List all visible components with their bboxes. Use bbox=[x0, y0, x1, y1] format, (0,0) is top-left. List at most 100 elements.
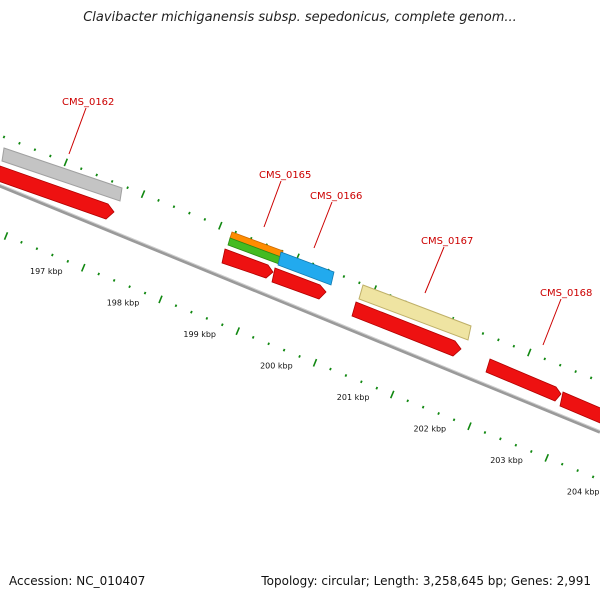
scale-label: 199 kbp bbox=[183, 330, 216, 339]
upper-track-minor-tick bbox=[188, 211, 191, 215]
feature-gray[interactable] bbox=[1, 147, 123, 202]
cds-arrow-6[interactable] bbox=[559, 391, 600, 425]
lower-track-minor-tick bbox=[483, 431, 487, 434]
lower-track-major-tick bbox=[467, 422, 472, 431]
scale-label: 204 kbp bbox=[567, 488, 600, 497]
lower-track-minor-tick bbox=[514, 443, 518, 447]
cds-arrow-4[interactable] bbox=[351, 301, 462, 357]
scale-label: 201 kbp bbox=[337, 393, 370, 402]
lower-track-major-tick bbox=[80, 263, 86, 272]
lower-track-minor-tick bbox=[344, 374, 348, 377]
upper-track-minor-tick bbox=[33, 148, 37, 152]
lower-track-major-tick bbox=[158, 295, 163, 304]
gene-label-cms-0167[interactable]: CMS_0167 bbox=[421, 236, 473, 247]
feature-cyan[interactable] bbox=[277, 251, 335, 286]
upper-track-major-tick bbox=[63, 158, 69, 167]
leader-line-cms-0165 bbox=[263, 180, 282, 228]
upper-track-minor-tick bbox=[481, 332, 485, 335]
lower-track-major-tick bbox=[389, 390, 395, 399]
lower-track-minor-tick bbox=[375, 386, 379, 390]
genome-backbone bbox=[0, 183, 600, 434]
gene-label-cms-0166[interactable]: CMS_0166 bbox=[310, 191, 362, 202]
lower-track-minor-tick bbox=[20, 240, 23, 244]
lower-track-minor-tick bbox=[437, 412, 440, 415]
accession-text: Accession: NC_010407 bbox=[9, 574, 146, 588]
scale-labels: 197 kbp 198 kbp 199 kbp 200 kbp 201 kbp 202 k… bbox=[30, 267, 600, 497]
upper-track-minor-tick bbox=[358, 281, 361, 285]
lower-track-minor-tick bbox=[529, 450, 533, 453]
upper-track-minor-tick bbox=[79, 167, 83, 171]
scale-label: 203 kbp bbox=[490, 456, 523, 465]
lower-track-minor-tick bbox=[220, 323, 224, 327]
upper-track-minor-tick bbox=[157, 198, 160, 202]
lower-track-minor-tick bbox=[128, 285, 131, 289]
lower-track-major-tick bbox=[3, 231, 9, 241]
lower-track-minor-tick bbox=[190, 310, 193, 314]
leader-line-cms-0167 bbox=[424, 246, 445, 294]
lower-track-minor-tick bbox=[267, 342, 270, 346]
upper-tick-track bbox=[2, 135, 593, 380]
lower-track-minor-tick bbox=[66, 259, 70, 263]
upper-track-minor-tick bbox=[2, 135, 6, 139]
lower-track-major-tick bbox=[312, 358, 318, 367]
scale-label: 198 kbp bbox=[107, 299, 140, 308]
lower-track-minor-tick bbox=[251, 335, 255, 339]
upper-track-major-tick bbox=[140, 190, 146, 199]
upper-track-minor-tick bbox=[574, 370, 577, 374]
leader-line-cms-0168 bbox=[542, 298, 562, 346]
lower-track-minor-tick bbox=[421, 405, 425, 409]
lower-track-minor-tick bbox=[452, 418, 456, 422]
lower-track-minor-tick bbox=[97, 272, 101, 276]
upper-track-minor-tick bbox=[589, 376, 593, 380]
lower-track-minor-tick bbox=[499, 437, 502, 441]
gene-label-cms-0165[interactable]: CMS_0165 bbox=[259, 170, 311, 181]
upper-track-major-tick bbox=[218, 221, 223, 230]
lower-track-minor-tick bbox=[112, 278, 116, 282]
upper-track-minor-tick bbox=[512, 344, 516, 348]
genome-summary-text: Topology: circular; Length: 3,258,645 bp… bbox=[261, 574, 591, 588]
upper-track-minor-tick bbox=[126, 186, 129, 190]
upper-track-minor-tick bbox=[110, 179, 114, 183]
lower-track-minor-tick bbox=[329, 367, 332, 371]
cds-arrow-5[interactable] bbox=[485, 358, 562, 402]
upper-track-minor-tick bbox=[543, 357, 547, 361]
cds-arrow-2[interactable] bbox=[221, 248, 274, 279]
upper-track-minor-tick bbox=[18, 141, 21, 145]
lower-tick-track bbox=[3, 231, 595, 479]
feature-yellow[interactable] bbox=[358, 284, 472, 341]
cds-arrow-1[interactable] bbox=[0, 165, 115, 220]
upper-track-minor-tick bbox=[234, 230, 238, 234]
upper-track-minor-tick bbox=[558, 363, 562, 367]
map-title: Clavibacter michiganensis subsp. sepedon… bbox=[83, 10, 517, 25]
lower-track-minor-tick bbox=[35, 247, 39, 251]
lower-track-minor-tick bbox=[560, 462, 564, 466]
lower-track-minor-tick bbox=[298, 354, 301, 358]
lower-track-minor-tick bbox=[51, 253, 54, 257]
leader-line-cms-0162 bbox=[68, 107, 87, 155]
upper-track-minor-tick bbox=[49, 154, 52, 158]
scale-label: 202 kbp bbox=[414, 425, 447, 434]
lower-track-minor-tick bbox=[576, 469, 579, 473]
lower-track-major-tick bbox=[235, 327, 241, 336]
scale-label: 200 kbp bbox=[260, 362, 293, 371]
lower-track-minor-tick bbox=[406, 399, 410, 403]
gene-label-cms-0168[interactable]: CMS_0168 bbox=[540, 288, 592, 299]
upper-track-minor-tick bbox=[203, 217, 207, 221]
upper-track-major-tick bbox=[527, 348, 532, 357]
upper-track-minor-tick bbox=[497, 338, 500, 342]
scale-label: 197 kbp bbox=[30, 267, 63, 276]
lower-track-minor-tick bbox=[205, 316, 209, 320]
leader-line-cms-0166 bbox=[313, 201, 333, 249]
lower-track-minor-tick bbox=[360, 380, 363, 384]
lower-track-minor-tick bbox=[143, 291, 147, 295]
upper-track-minor-tick bbox=[95, 173, 99, 177]
lower-track-minor-tick bbox=[591, 475, 595, 479]
lower-track-minor-tick bbox=[174, 304, 178, 308]
upper-track-minor-tick bbox=[172, 205, 176, 209]
lower-track-minor-tick bbox=[282, 348, 286, 352]
upper-track-minor-tick bbox=[342, 275, 346, 278]
gene-label-cms-0162[interactable]: CMS_0162 bbox=[62, 97, 114, 108]
cds-arrow-3[interactable] bbox=[271, 267, 327, 300]
lower-track-major-tick bbox=[544, 453, 550, 462]
